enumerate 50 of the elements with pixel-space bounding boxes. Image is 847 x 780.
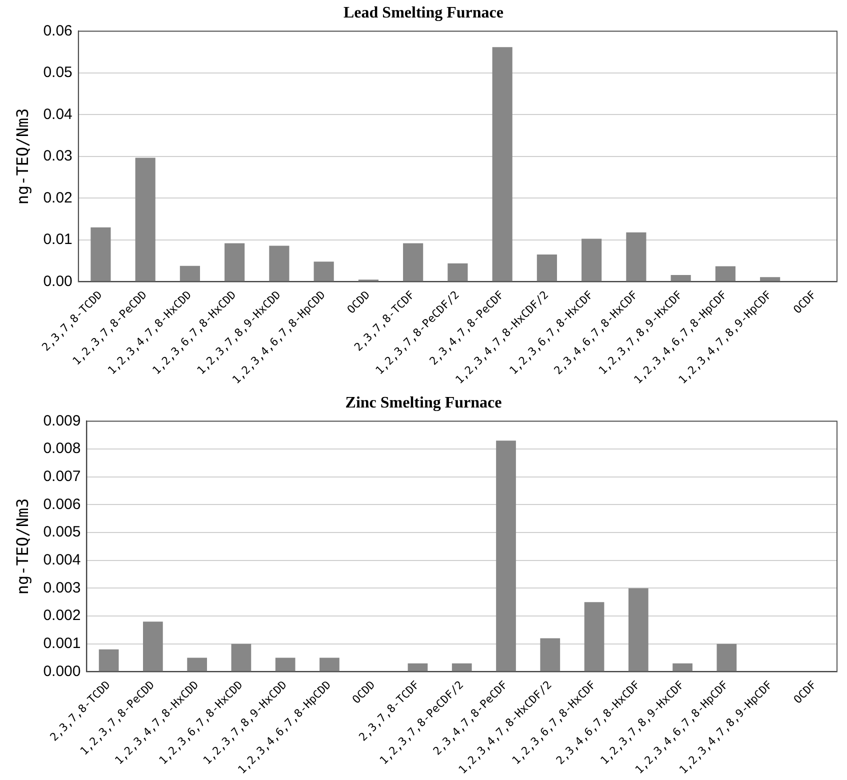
bar — [320, 658, 340, 672]
y-tick-label: 0.003 — [43, 579, 81, 596]
bar — [224, 243, 245, 282]
y-tick-label: 0.00 — [43, 272, 72, 290]
bar — [98, 649, 119, 672]
bar — [760, 277, 780, 282]
bar — [143, 622, 163, 672]
y-axis-title: ng-TEQ/Nm3 — [12, 108, 32, 205]
y-tick-label: 0.06 — [43, 22, 72, 40]
bar — [448, 263, 468, 282]
y-tick-label: 0.004 — [43, 552, 81, 569]
y-tick-label: 0.04 — [43, 106, 72, 123]
chart-title: Zinc Smelting Furnace — [345, 394, 502, 412]
bar — [275, 658, 296, 672]
y-tick-label: 0.008 — [43, 440, 81, 458]
bar — [231, 644, 252, 672]
y-axis-title: ng-TEQ/Nm3 — [12, 498, 32, 595]
y-tick-label: 0.002 — [43, 607, 81, 624]
bar — [492, 47, 512, 282]
bar — [135, 158, 156, 282]
bar — [716, 644, 737, 672]
bar — [90, 227, 111, 282]
bar — [403, 243, 424, 282]
bar — [628, 588, 648, 672]
bar — [584, 602, 604, 672]
bar — [536, 254, 557, 282]
bar — [540, 638, 560, 672]
bar — [496, 440, 516, 672]
bar — [672, 663, 692, 672]
chart-title: Lead Smelting Furnace — [344, 4, 504, 22]
bar — [408, 663, 428, 672]
y-tick-label: 0.009 — [43, 412, 81, 430]
bar — [452, 663, 472, 672]
bar — [626, 232, 646, 282]
y-tick-label: 0.03 — [43, 148, 72, 165]
y-tick-label: 0.007 — [43, 468, 81, 486]
y-tick-label: 0.000 — [43, 662, 81, 680]
bar — [670, 275, 691, 282]
bar — [582, 238, 602, 282]
y-tick-label: 0.001 — [43, 635, 81, 652]
bar — [180, 266, 200, 282]
y-tick-label: 0.01 — [43, 231, 72, 248]
bar — [314, 262, 334, 282]
bar — [715, 266, 736, 282]
bar — [187, 658, 207, 672]
y-tick-label: 0.005 — [43, 524, 81, 541]
y-tick-label: 0.006 — [43, 496, 81, 513]
y-tick-label: 0.05 — [43, 64, 72, 82]
bar — [269, 246, 290, 282]
y-tick-label: 0.02 — [43, 189, 72, 206]
